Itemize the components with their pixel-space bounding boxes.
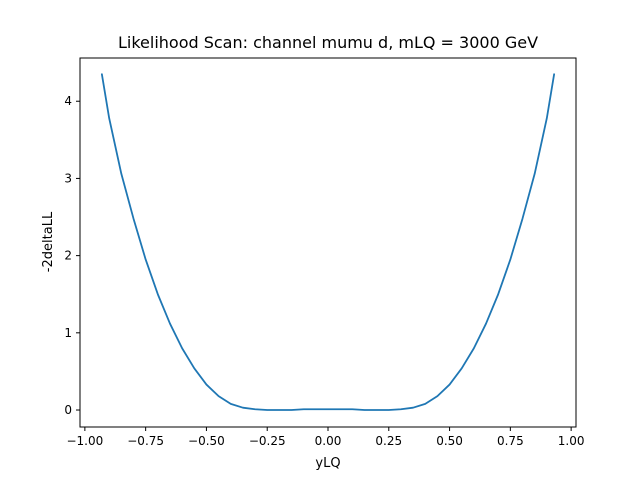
y-axis-label: -2deltaLL	[41, 211, 56, 272]
plot-area	[100, 73, 556, 411]
series-line-0	[100, 73, 556, 411]
x-tick-label: 1.00	[558, 434, 585, 448]
y-axis: 0 1 2 3 4	[64, 94, 80, 417]
x-tick-label: −0.75	[127, 434, 164, 448]
x-tick-label: 0.00	[315, 434, 342, 448]
y-tick-label: 0	[64, 403, 72, 417]
x-tick-label: 0.25	[375, 434, 402, 448]
chart-title: Likelihood Scan: channel mumu d, mLQ = 3…	[118, 33, 538, 52]
x-axis-label: yLQ	[315, 456, 340, 471]
y-tick-label: 4	[64, 94, 72, 108]
y-tick-label: 1	[64, 326, 72, 340]
x-tick-label: −1.00	[66, 434, 103, 448]
x-tick-label: −0.50	[188, 434, 225, 448]
x-tick-label: −0.25	[249, 434, 286, 448]
x-tick-label: 0.50	[436, 434, 463, 448]
y-tick-label: 2	[64, 249, 72, 263]
y-tick-label: 3	[64, 171, 72, 185]
x-tick-label: 0.75	[497, 434, 524, 448]
x-axis: −1.00 −0.75 −0.50 −0.25 0.00 0.25 0.50 0.75 1.00	[66, 427, 584, 448]
